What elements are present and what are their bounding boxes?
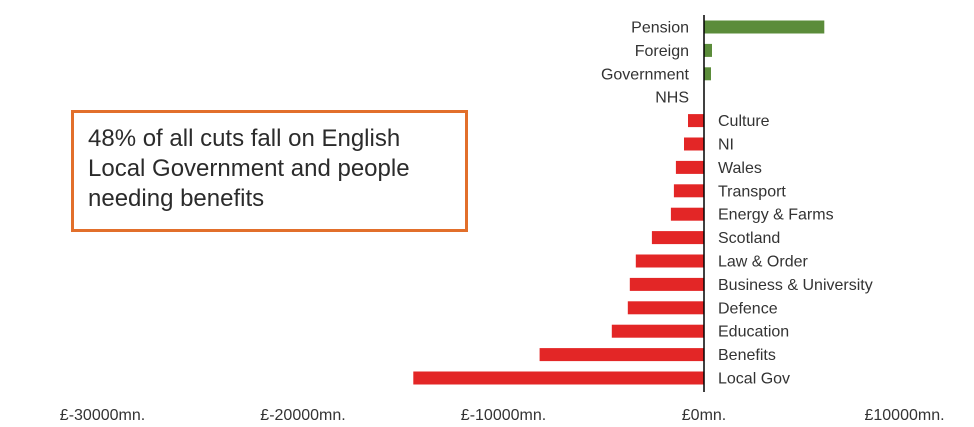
x-tick-label: £-20000mn. (260, 407, 345, 424)
category-labels: Pension Foreign Government NHS Culture NI Wale… (601, 20, 873, 388)
category-label: Pension (631, 20, 689, 37)
category-label: Law & Order (718, 254, 808, 271)
category-label: Wales (718, 160, 762, 177)
bar-defence (627, 301, 704, 315)
bar-ni (684, 137, 704, 151)
category-label: Foreign (635, 43, 689, 60)
x-tick-label: £-10000mn. (461, 407, 546, 424)
bar-pension (704, 20, 825, 34)
category-label: Education (718, 324, 789, 341)
category-label: Energy & Farms (718, 207, 834, 224)
bar-transport (673, 184, 704, 198)
annotation-callout: 48% of all cuts fall on English Local Go… (71, 110, 468, 232)
bar-energy-farms (670, 207, 704, 221)
bars-group (413, 20, 825, 385)
bar-law-order (635, 254, 704, 268)
x-tick-label: £10000mn. (864, 407, 944, 424)
category-label: Business & University (718, 277, 873, 294)
bar-benefits (539, 348, 704, 362)
category-label: NHS (655, 90, 689, 107)
bar-business-university (629, 277, 704, 291)
category-label: Scotland (718, 230, 780, 247)
bar-foreign (704, 43, 712, 57)
bar-education (611, 324, 704, 338)
category-label: Government (601, 66, 690, 83)
category-label: Local Gov (718, 371, 790, 388)
bar-local-gov (413, 371, 704, 385)
bar-culture (688, 114, 704, 128)
bar-wales (675, 160, 704, 174)
bar-scotland (651, 231, 704, 245)
category-label: Transport (718, 183, 786, 200)
category-label: Culture (718, 113, 770, 130)
x-tick-label: £-30000mn. (60, 407, 145, 424)
x-tick-label: £0mn. (682, 407, 726, 424)
category-label: NI (718, 137, 734, 154)
category-label: Benefits (718, 347, 776, 364)
x-axis-tick-labels: £-30000mn. £-20000mn. £-10000mn. £0mn. £1000… (60, 407, 945, 424)
bar-government (704, 67, 711, 81)
category-label: Defence (718, 300, 778, 317)
annotation-text: 48% of all cuts fall on English Local Go… (88, 125, 410, 212)
